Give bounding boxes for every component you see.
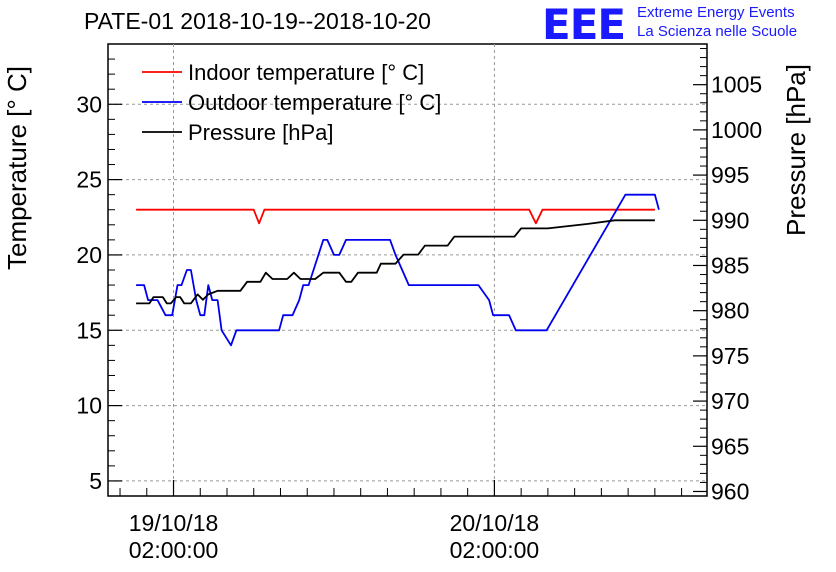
y-right-tick-label: 985	[711, 252, 749, 278]
y-right-tick-label: 1000	[711, 117, 762, 143]
y-axis-right-label: Pressure [hPa]	[781, 64, 811, 236]
axes: 5 10 15 20 25 30 960 965 970 975 980 985 990 995 1000 1…	[76, 43, 762, 563]
y-right-tick-label: 965	[711, 433, 749, 459]
series-group	[136, 193, 660, 347]
logo-line-2: La Scienza nelle Scuole	[637, 23, 798, 40]
y-right-tick-label: 1005	[711, 72, 762, 98]
y-right-tick-label: 960	[711, 478, 749, 504]
chart-title: PATE-01 2018-10-19--2018-10-20	[84, 8, 431, 34]
y-left-tick-label: 25	[76, 167, 102, 193]
legend-label: Outdoor temperature [° C]	[188, 90, 441, 115]
y-axis-left-label: Temperature [° C]	[2, 66, 32, 270]
logo-line-1: Extreme Energy Events	[637, 4, 795, 21]
x-tick-label-time: 02:00:00	[450, 537, 540, 563]
x-tick-label-time: 02:00:00	[129, 537, 219, 563]
pressure-line	[136, 219, 655, 305]
outdoor-temperature-line	[136, 193, 660, 347]
y-left-tick-label: 30	[76, 91, 102, 117]
y-right-tick-label: 975	[711, 343, 749, 369]
y-right-tick-label: 980	[711, 298, 749, 324]
grid	[108, 44, 707, 496]
legend: Indoor temperature [° C] Outdoor temperat…	[142, 60, 441, 145]
y-left-tick-label: 10	[76, 393, 102, 419]
y-left-tick-label: 20	[76, 242, 102, 268]
x-tick-label-date: 19/10/18	[129, 510, 219, 536]
y-right-tick-label: 995	[711, 162, 749, 188]
indoor-temperature-line	[136, 208, 655, 225]
legend-label: Indoor temperature [° C]	[188, 60, 424, 85]
legend-label: Pressure [hPa]	[188, 120, 334, 145]
eee-logo: EEE	[542, 0, 626, 49]
y-right-tick-label: 970	[711, 388, 749, 414]
y-right-tick-label: 990	[711, 207, 749, 233]
y-left-tick-label: 15	[76, 317, 102, 343]
y-left-tick-label: 5	[89, 468, 102, 494]
x-tick-label-date: 20/10/18	[450, 510, 540, 536]
